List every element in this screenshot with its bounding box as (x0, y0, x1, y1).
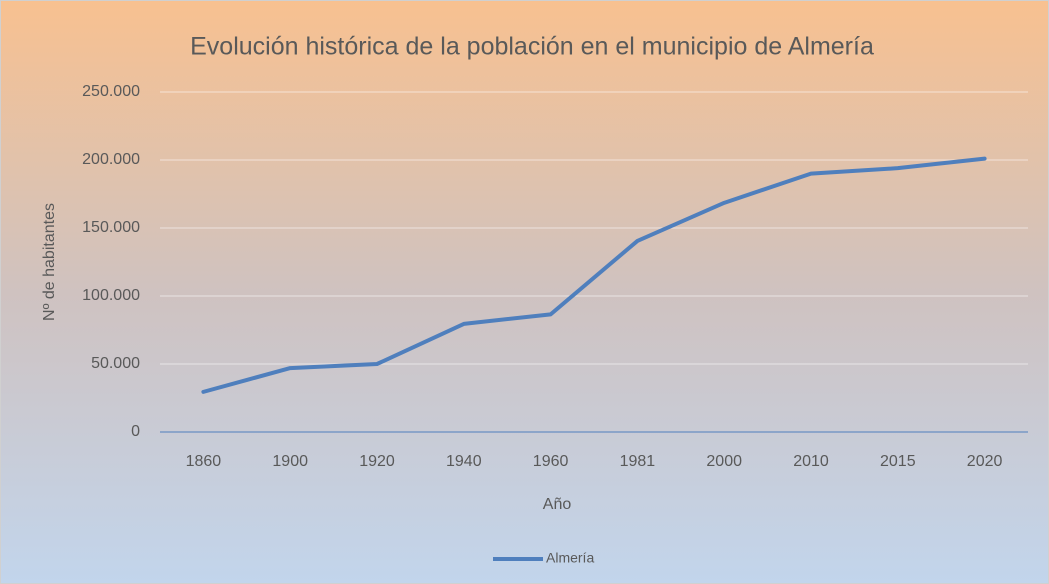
x-tick-label: 1860 (186, 453, 222, 470)
y-tick-label: 150.000 (82, 219, 140, 236)
y-tick-label: 200.000 (82, 151, 140, 168)
y-tick-label: 250.000 (82, 83, 140, 100)
x-axis-label: Año (543, 496, 572, 513)
x-tick-label: 1981 (620, 453, 656, 470)
chart-title: Evolución histórica de la población en e… (190, 33, 874, 61)
x-tick-label: 2020 (967, 453, 1003, 470)
y-tick-label: 50.000 (91, 355, 140, 372)
x-tick-label: 1960 (533, 453, 569, 470)
y-axis-label: Nº de habitantes (41, 203, 58, 321)
y-tick-label: 0 (131, 423, 140, 440)
x-tick-label: 2010 (793, 453, 829, 470)
legend-label: Almería (546, 550, 594, 566)
x-tick-label: 1920 (359, 453, 395, 470)
y-tick-label: 100.000 (82, 287, 140, 304)
x-tick-label: 1940 (446, 453, 482, 470)
data-line (201, 156, 987, 394)
x-tick-label: 2000 (706, 453, 742, 470)
x-tick-label: 2015 (880, 453, 916, 470)
x-tick-label: 1900 (272, 453, 308, 470)
